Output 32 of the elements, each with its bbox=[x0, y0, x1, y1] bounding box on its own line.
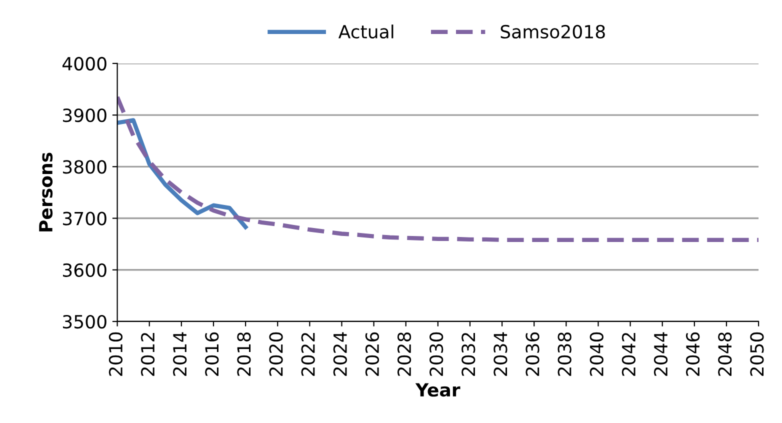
x-tick-label: 2022 bbox=[301, 333, 315, 376]
y-tick-label: 4000 bbox=[62, 56, 106, 71]
x-tick-label: 2016 bbox=[205, 332, 219, 376]
x-tick-label: 2020 bbox=[269, 332, 283, 376]
x-tick-label: 2036 bbox=[526, 332, 540, 376]
x-tick-label: 2032 bbox=[462, 333, 476, 376]
y-tick-label: 3600 bbox=[63, 263, 106, 277]
y-tick-label: 3900 bbox=[63, 108, 106, 122]
y-tick-label: 3800 bbox=[63, 160, 106, 174]
x-tick-label: 2050 bbox=[750, 332, 764, 376]
x-tick-label: 2026 bbox=[365, 332, 380, 376]
x-tick-label: 2038 bbox=[558, 332, 572, 376]
x-tick-label: 2028 bbox=[397, 332, 412, 376]
x-tick-label: 2014 bbox=[173, 332, 187, 376]
x-axis-title: Year bbox=[415, 383, 460, 397]
x-tick-label: 2040 bbox=[590, 332, 604, 376]
x-tick-label: 2042 bbox=[622, 333, 636, 376]
legend-label: Actual bbox=[338, 24, 394, 39]
y-tick-label: 3700 bbox=[63, 212, 106, 226]
y-axis-title: Persons bbox=[39, 152, 53, 232]
x-tick-label: 2044 bbox=[654, 332, 668, 376]
x-tick-label: 2012 bbox=[140, 333, 155, 376]
x-tick-label: 2046 bbox=[686, 332, 700, 376]
x-tick-label: 2010 bbox=[108, 332, 123, 376]
legend-label: Samso2018 bbox=[500, 24, 605, 39]
x-tick-label: 2030 bbox=[430, 332, 444, 376]
x-tick-label: 2034 bbox=[494, 332, 508, 376]
x-tick-label: 2018 bbox=[237, 332, 251, 376]
y-tick-label: 3500 bbox=[63, 314, 106, 329]
x-tick-label: 2048 bbox=[718, 332, 732, 376]
line-series bbox=[117, 94, 759, 242]
x-tick-label: 2024 bbox=[333, 332, 347, 376]
